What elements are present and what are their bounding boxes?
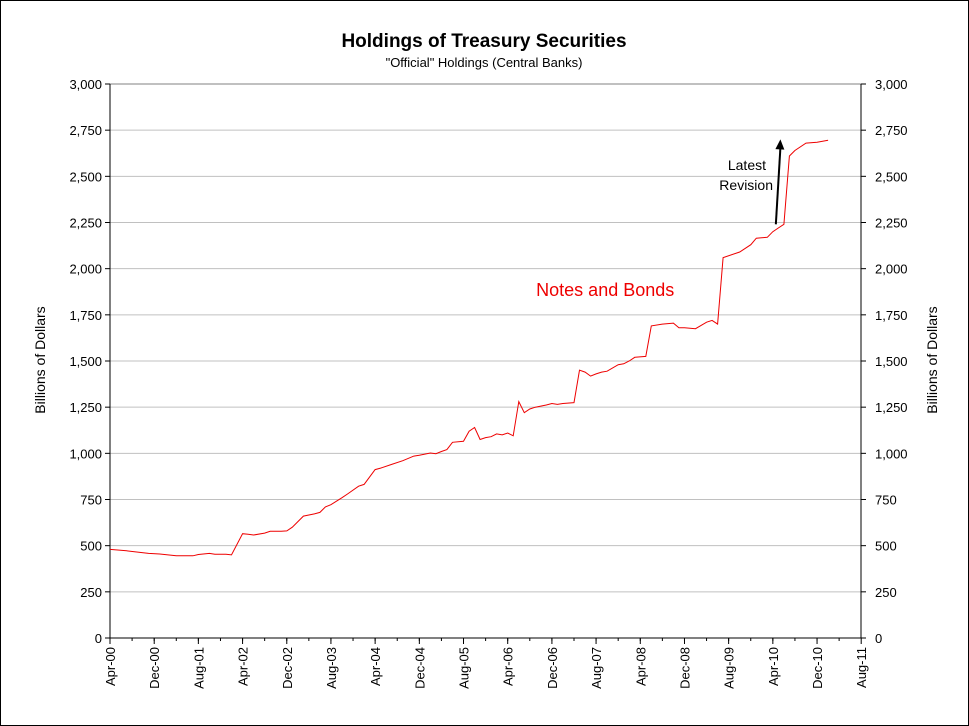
x-tick-label: Apr-00 <box>103 647 118 686</box>
y-tick-label-right: 2,500 <box>875 169 908 184</box>
x-tick-label: Apr-06 <box>501 647 516 686</box>
series-lines <box>109 139 829 557</box>
y-tick-label-right: 3,000 <box>875 77 908 92</box>
x-tick-label: Aug-11 <box>854 647 869 688</box>
x-tick-label: Aug-07 <box>589 647 604 689</box>
y-tick-label-left: 2,250 <box>69 216 102 231</box>
y-tick-label-right: 1,250 <box>875 400 908 415</box>
x-tick-label: Apr-10 <box>766 647 781 686</box>
y-axis-label-right: Billions of Dollars <box>924 306 940 413</box>
x-tick-label: Dec-06 <box>545 647 560 689</box>
x-tick-label: Apr-02 <box>236 647 251 686</box>
x-tick-label: Aug-03 <box>324 647 339 689</box>
y-tick-label-left: 750 <box>80 493 102 508</box>
x-tick-label: Apr-04 <box>368 647 383 686</box>
y-tick-label-left: 1,500 <box>69 354 102 369</box>
y-tick-label-right: 0 <box>875 631 882 646</box>
annotation-latest-revision-line1: Latest <box>728 157 766 173</box>
series-label-notes-and-bonds: Notes and Bonds <box>536 280 674 300</box>
y-tick-label-left: 250 <box>80 585 102 600</box>
x-tick-label: Dec-04 <box>412 647 427 689</box>
y-tick-label-left: 2,500 <box>69 169 102 184</box>
x-tick-label: Dec-02 <box>280 647 295 689</box>
y-tick-label-right: 500 <box>875 539 897 554</box>
annotation-arrowhead <box>775 139 785 150</box>
chart-title: Holdings of Treasury Securities <box>341 31 626 52</box>
chart-subtitle: "Official" Holdings (Central Banks) <box>386 55 583 70</box>
y-tick-label-left: 3,000 <box>69 77 102 92</box>
annotations: Latest Revision Notes and Bonds <box>536 139 785 300</box>
x-tick-label: Dec-10 <box>810 647 825 689</box>
x-tick-label: Dec-00 <box>147 647 162 689</box>
y-tick-label-left: 2,750 <box>69 123 102 138</box>
y-tick-label-right: 1,750 <box>875 308 908 323</box>
y-tick-label-right: 2,000 <box>875 262 908 277</box>
x-tick-label: Aug-09 <box>722 647 737 689</box>
x-tick-label: Dec-08 <box>677 647 692 689</box>
x-tick-label: Aug-01 <box>191 647 206 689</box>
annotation-latest-revision-line2: Revision <box>719 177 773 193</box>
series-line-notes-and-bonds <box>109 139 829 557</box>
y-tick-label-left: 1,750 <box>69 308 102 323</box>
x-tick-label: Aug-05 <box>456 647 471 689</box>
y-tick-label-right: 750 <box>875 493 897 508</box>
axes: 0 0 250 250 500 500 750 750 1,000 1,000 1,250 1,250… <box>69 77 907 689</box>
y-tick-label-right: 2,750 <box>875 123 908 138</box>
y-axis-label-left: Billions of Dollars <box>32 306 48 413</box>
y-tick-label-left: 500 <box>80 539 102 554</box>
y-tick-label-right: 2,250 <box>875 216 908 231</box>
y-tick-label-right: 250 <box>875 585 897 600</box>
y-tick-label-right: 1,000 <box>875 446 908 461</box>
y-tick-label-left: 1,250 <box>69 400 102 415</box>
gridlines <box>110 129 861 593</box>
y-tick-label-left: 1,000 <box>69 446 102 461</box>
y-tick-label-right: 1,500 <box>875 354 908 369</box>
annotation-arrow <box>774 147 782 225</box>
x-tick-label: Apr-08 <box>633 647 648 686</box>
y-tick-label-left: 0 <box>95 631 102 646</box>
y-tick-label-left: 2,000 <box>69 262 102 277</box>
